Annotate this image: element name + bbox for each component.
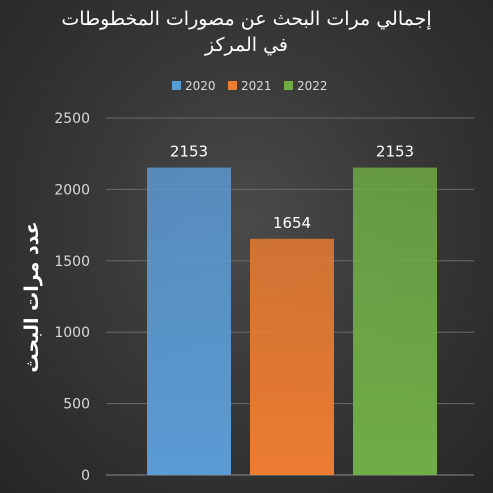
y-tick-label: 2500 — [54, 111, 90, 127]
chart-title-line-1: إجمالي مرات البحث عن مصورات المخطوطات — [61, 8, 432, 30]
bar-2022 — [353, 167, 437, 475]
data-label-2022: 2153 — [376, 143, 414, 161]
y-tick-label: 1000 — [54, 325, 90, 341]
bar-2021 — [250, 238, 334, 475]
legend-swatch-2020 — [172, 81, 181, 90]
chart-title-line-2: في المركز — [204, 34, 289, 56]
bar-layer — [147, 167, 437, 475]
legend-label-2021: 2021 — [241, 79, 272, 93]
chart-title: إجمالي مرات البحث عن مصورات المخطوطات في… — [0, 6, 493, 58]
axis-layer: 0 500 1000 1500 2000 2500 عدد مرات البحث — [21, 111, 90, 484]
data-label-2021: 1654 — [273, 214, 311, 232]
legend-label-2020: 2020 — [185, 79, 216, 93]
legend-layer: 2020 2021 2022 — [172, 79, 328, 93]
y-axis-title: عدد مرات البحث — [21, 221, 43, 372]
y-tick-label: 0 — [81, 468, 90, 484]
data-label-2020: 2153 — [170, 143, 208, 161]
y-tick-label: 2000 — [54, 182, 90, 198]
label-layer: 2153 1654 2153 — [170, 143, 414, 232]
y-tick-label: 1500 — [54, 254, 90, 270]
legend-label-2022: 2022 — [297, 79, 328, 93]
legend-swatch-2021 — [228, 81, 237, 90]
bar-2020 — [147, 167, 231, 475]
legend-swatch-2022 — [284, 81, 293, 90]
y-tick-label: 500 — [63, 397, 90, 413]
